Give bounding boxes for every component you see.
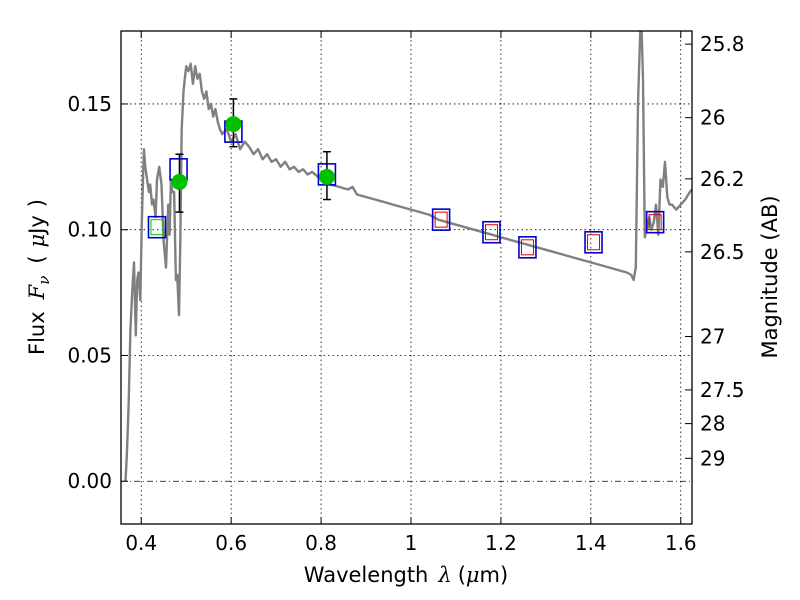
x-tick-label: 0.8 — [305, 531, 337, 555]
plot-frame — [120, 30, 693, 525]
plot-area — [124, 31, 692, 482]
observed-point — [225, 116, 242, 133]
x-tick-label: 1.6 — [665, 531, 697, 555]
mag-tick-label: 26 — [700, 106, 725, 130]
x-tick-label: 0.6 — [215, 531, 247, 555]
model-box-blue — [645, 210, 665, 234]
x-axis-unit: m) — [480, 563, 509, 587]
x-axis-lambda: λ — [437, 563, 451, 587]
x-axis-paren-open: ( — [458, 563, 466, 587]
x-axis-text: Wavelength — [304, 563, 429, 587]
mag-tick-label: 26.5 — [700, 240, 745, 264]
mag-tick-label: 27.5 — [700, 378, 745, 402]
model-box-inner — [648, 214, 662, 231]
model-box-inner — [434, 211, 448, 228]
mag-tick-label: 25.8 — [700, 32, 745, 56]
y-tick-label: 0.00 — [67, 469, 112, 493]
observed-point — [318, 168, 335, 185]
y-tick-label: 0.10 — [67, 218, 112, 242]
x-axis-title: Wavelength λ (μm) — [304, 563, 508, 587]
y-tick-label: 0.05 — [67, 343, 112, 367]
model-box-inner — [484, 224, 498, 241]
mag-tick-label: 28 — [700, 412, 725, 436]
model-box-inner — [150, 219, 164, 236]
y-axis-nu: ν — [35, 276, 53, 285]
x-axis-mu: μ — [466, 563, 480, 587]
model-box-inner — [587, 234, 601, 251]
model-box-blue — [482, 220, 501, 244]
x-tick-label: 1.4 — [575, 531, 607, 555]
y-axis-f: F — [25, 283, 49, 300]
model-box-blue — [584, 230, 603, 254]
y-tick-label: 0.15 — [67, 92, 112, 116]
model-box-blue — [147, 215, 167, 239]
y-axis-title: Flux Fν ( μJy) — [25, 199, 53, 355]
axis-ticks: 0.4 0.6 0.8 1 1.2 1.4 1.6 0.00 0.05 0.10 0.15 25.8 2… — [67, 31, 745, 555]
x-tick-label: 0.4 — [125, 531, 157, 555]
model-box-blue — [431, 208, 451, 231]
grid-lines — [121, 31, 692, 524]
mag-tick-label: 26.2 — [700, 167, 745, 191]
y-axis-flux: Flux — [25, 311, 49, 355]
mag-tick-label: 27 — [700, 324, 725, 348]
observed-point — [171, 173, 188, 190]
y-axis-mu: μ — [25, 234, 49, 248]
x-tick-label: 1 — [405, 531, 418, 555]
x-tick-label: 1.2 — [485, 531, 517, 555]
mag-tick-label: 29 — [700, 446, 725, 470]
y2-axis-title: Magnitude (AB) — [758, 195, 782, 358]
y-axis-open: ( — [25, 255, 49, 263]
model-box-inner — [520, 239, 534, 256]
model-box-blue — [518, 236, 537, 259]
y-axis-unit: Jy — [25, 215, 49, 236]
y-axis-close: ) — [25, 199, 49, 207]
spectrum-line — [124, 31, 692, 482]
